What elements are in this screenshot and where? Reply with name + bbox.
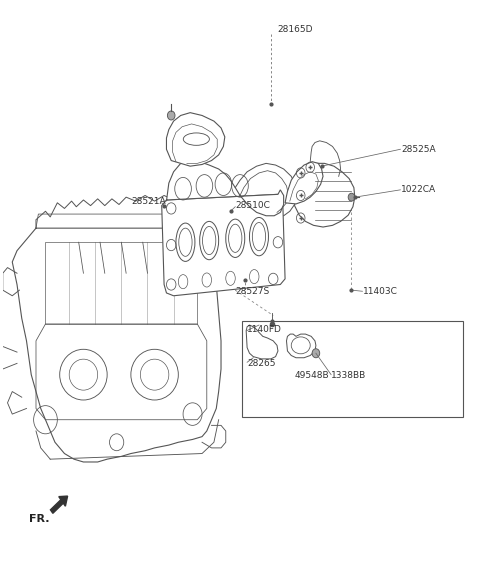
- Polygon shape: [167, 160, 284, 216]
- FancyArrow shape: [50, 496, 68, 513]
- FancyBboxPatch shape: [242, 321, 463, 417]
- Text: 28527S: 28527S: [235, 287, 269, 296]
- Text: 28510C: 28510C: [235, 201, 270, 210]
- Text: 1140FD: 1140FD: [247, 325, 282, 334]
- Text: 11403C: 11403C: [363, 287, 398, 296]
- Polygon shape: [285, 162, 323, 204]
- Circle shape: [312, 349, 320, 358]
- Circle shape: [168, 111, 175, 120]
- Polygon shape: [287, 334, 316, 358]
- Text: 1338BB: 1338BB: [331, 372, 366, 380]
- Polygon shape: [246, 325, 278, 359]
- Polygon shape: [167, 113, 225, 166]
- Text: 28525A: 28525A: [401, 145, 436, 154]
- Text: FR.: FR.: [29, 514, 49, 524]
- Text: 1022CA: 1022CA: [401, 185, 436, 195]
- Polygon shape: [162, 195, 285, 296]
- Text: 28165D: 28165D: [277, 26, 312, 34]
- Polygon shape: [295, 163, 355, 227]
- Text: 28521A: 28521A: [131, 197, 166, 205]
- Text: 28265: 28265: [247, 359, 276, 368]
- Text: 49548B: 49548B: [295, 372, 329, 380]
- Circle shape: [348, 193, 355, 201]
